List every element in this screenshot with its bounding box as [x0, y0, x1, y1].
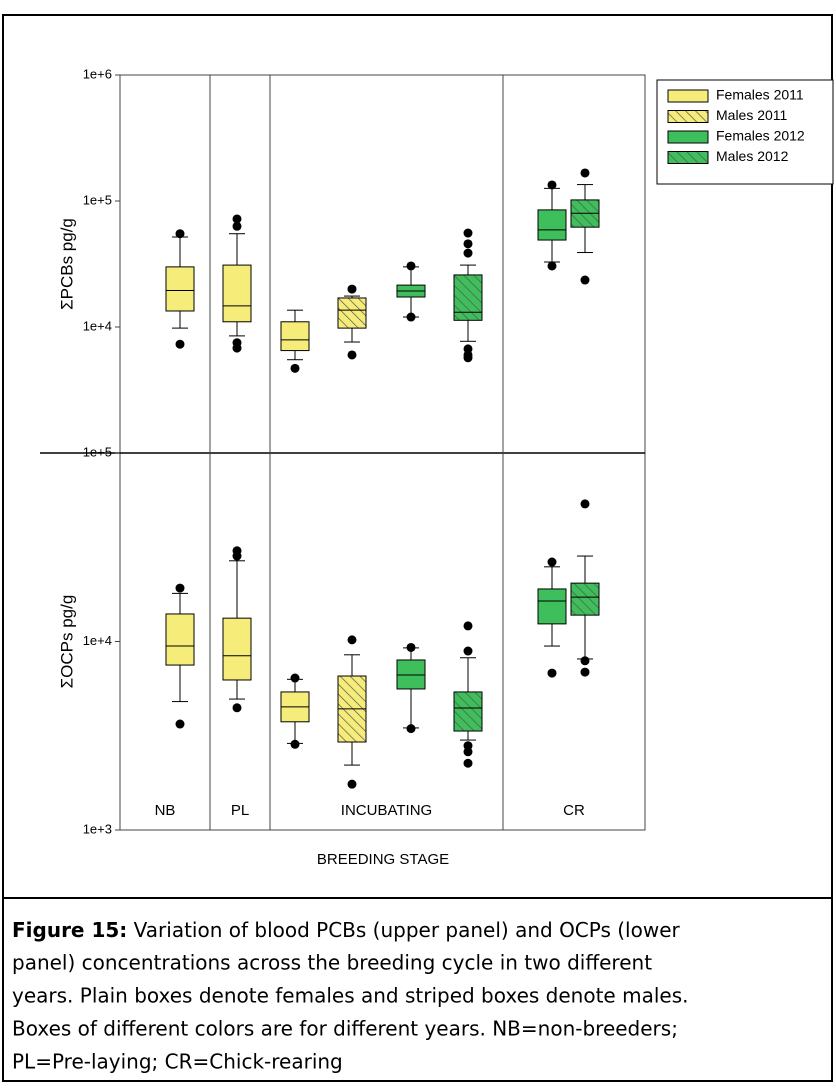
outlier: [580, 275, 590, 285]
y-tick-label: 1e+6: [83, 66, 112, 81]
outlier: [463, 248, 473, 258]
legend-label: Males 2011: [716, 107, 788, 123]
outlier: [347, 284, 357, 294]
outlier: [580, 656, 590, 666]
outlier: [290, 673, 300, 683]
box: [165, 266, 195, 312]
caption-line: Figure 15: Variation of blood PCBs (uppe…: [12, 918, 681, 942]
y-tick-label: 1e+4: [83, 318, 112, 333]
outlier: [406, 312, 416, 322]
outlier: [232, 343, 242, 353]
x-axis-label: BREEDING STAGE: [317, 851, 449, 868]
outlier: [232, 703, 242, 713]
legend-swatch: [667, 110, 709, 123]
outlier: [232, 551, 242, 561]
caption-text: Variation of blood PCBs (upper panel) an…: [127, 918, 680, 942]
y-tick-label: 1e+5: [83, 444, 112, 459]
caption-line: Boxes of different colors are for differ…: [12, 1017, 678, 1041]
outlier: [463, 239, 473, 249]
box: [537, 209, 567, 241]
legend-label: Males 2012: [716, 148, 789, 164]
box: [280, 321, 310, 352]
caption-line: panel) concentrations across the breedin…: [12, 951, 652, 975]
figure-border: [2, 14, 833, 1082]
legend-swatch: [667, 151, 709, 164]
y-axis-label: ΣPCBs pg/g: [57, 218, 76, 310]
box: [537, 588, 567, 625]
outlier: [406, 642, 416, 652]
outlier: [463, 621, 473, 631]
outlier: [347, 635, 357, 645]
outlier: [232, 221, 242, 231]
outlier: [406, 724, 416, 734]
box: [222, 264, 252, 323]
legend-swatch: [667, 89, 709, 103]
outlier: [463, 646, 473, 656]
group-label: INCUBATING: [341, 802, 432, 819]
outlier: [175, 583, 185, 593]
outlier: [290, 739, 300, 749]
outlier: [547, 668, 557, 678]
group-label: PL: [231, 802, 249, 819]
outlier: [347, 350, 357, 360]
box: [337, 297, 367, 329]
outlier: [547, 180, 557, 190]
outlier: [547, 557, 557, 567]
outlier: [175, 229, 185, 239]
outlier: [290, 363, 300, 373]
legend-label: Females 2011: [716, 87, 804, 103]
outlier: [406, 261, 416, 271]
outlier: [175, 719, 185, 729]
box: [222, 617, 252, 681]
caption-line: years. Plain boxes denote females and st…: [12, 984, 688, 1008]
y-tick-label: 1e+3: [83, 821, 112, 836]
y-axis-label: ΣOCPs pg/g: [57, 595, 76, 689]
group-label: CR: [563, 802, 585, 819]
outlier: [463, 353, 473, 363]
legend-swatch: [667, 130, 709, 144]
outlier: [175, 339, 185, 349]
caption-line: PL=Pre-laying; CR=Chick-rearing: [12, 1050, 343, 1074]
box: [570, 582, 600, 616]
outlier: [580, 499, 590, 509]
y-tick-label: 1e+5: [83, 192, 112, 207]
legend-label: Females 2012: [716, 128, 805, 144]
group-label: NB: [155, 802, 176, 819]
outlier: [547, 261, 557, 271]
box: [453, 274, 483, 321]
outlier: [347, 779, 357, 789]
box: [453, 691, 483, 732]
outlier: [232, 214, 242, 224]
outlier: [463, 747, 473, 757]
outlier: [463, 228, 473, 238]
box: [396, 659, 426, 690]
outlier: [580, 667, 590, 677]
box: [165, 613, 195, 666]
outlier: [463, 758, 473, 768]
outlier: [580, 168, 590, 178]
y-tick-label: 1e+4: [83, 633, 112, 648]
caption-label: Figure 15:: [12, 918, 127, 942]
